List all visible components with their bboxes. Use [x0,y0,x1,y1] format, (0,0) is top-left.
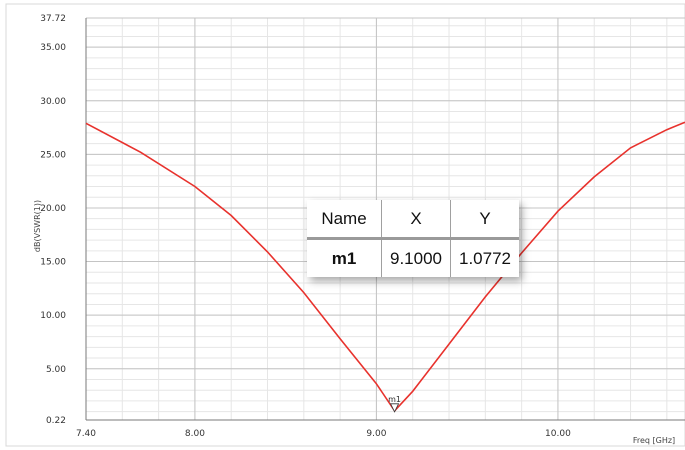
major-grid [86,17,685,420]
y-tick-label: 5.00 [46,365,66,375]
y-tick-label: 15.00 [40,258,66,268]
marker-table-header-row: Name X Y [307,200,519,240]
marker-table-header-y: Y [450,200,519,240]
marker-table-header-x: X [381,200,451,240]
y-tick-labels: 0.22 5.00 10.00 15.00 20.00 25.00 30.00 35.00 37… [40,14,66,426]
x-tick-labels: 7.40 8.00 9.00 10.00 [76,429,571,439]
x-axis-label: Freq [GHz] [633,436,675,445]
y-tick-label: 10.00 [40,311,66,321]
marker-table-cell-name: m1 [331,248,357,268]
series-line-vswr [85,121,685,413]
y-tick-label: 35.00 [40,43,66,53]
x-tick-label: 9.00 [366,429,386,439]
y-tick-label: 30.00 [40,97,66,107]
marker-readout-table: Name X Y m1 9.1000 1.0772 [307,200,519,277]
marker-table-header-name: Name [307,200,382,240]
marker-m1-label: m1 [388,395,401,404]
y-axis-label: dB(VSWR(1)) [33,200,42,252]
x-tick-label: 8.00 [185,429,205,439]
marker-m1-triangle[interactable] [389,403,400,413]
x-tick-label: 10.00 [545,429,571,439]
y-tick-label: 37.72 [40,14,66,24]
marker-table-cell-x: 9.1000 [381,238,451,277]
y-tick-label: 0.22 [46,416,66,426]
y-tick-label: 20.00 [40,204,66,214]
x-tick-label: 7.40 [76,429,96,439]
y-tick-label: 25.00 [40,150,66,160]
marker-table-row: m1 9.1000 1.0772 [307,238,519,277]
marker-table-cell-y: 1.0772 [450,238,519,277]
